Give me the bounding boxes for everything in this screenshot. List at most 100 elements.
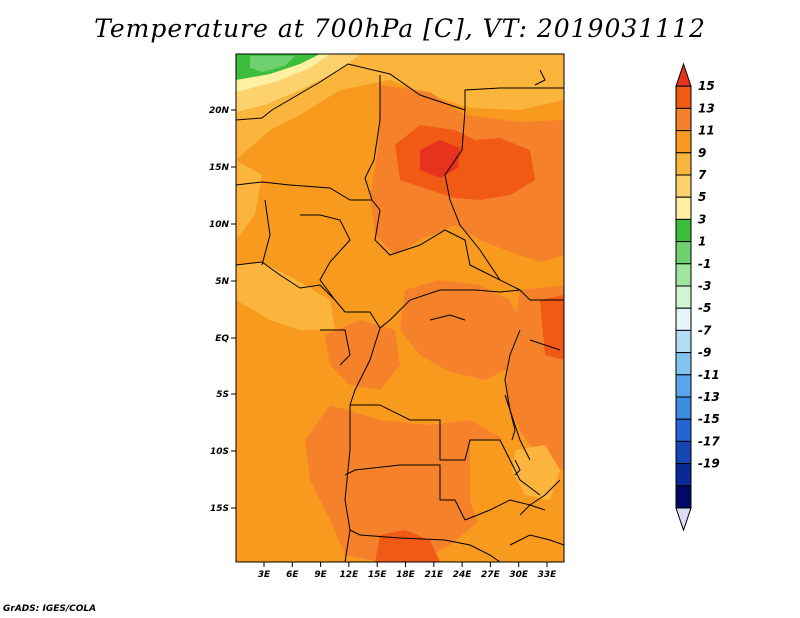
colorbar-label: -19 [698,457,720,471]
colorbar-segment [675,440,692,465]
colorbar-segment [675,218,692,243]
lat-label: 15S [210,504,229,514]
colorbar-label: 1 [698,235,706,249]
colorbar-segment [675,152,692,176]
lat-label: EQ [215,334,229,344]
colorbar-bottom-arrow [675,507,692,532]
border-line [300,214,351,301]
field-m1c-northwest [250,56,295,72]
border-line [529,339,561,351]
colorbar-label: -17 [698,434,720,448]
colorbar-label: 5 [698,190,706,204]
map-frame [235,53,565,563]
field-13c-east [540,295,564,360]
colorbar-label: -7 [698,323,712,337]
colorbar-top-arrow [675,62,692,87]
longitude-axis: 3E 6E 9E 12E 15E 18E 21E 24E 27E 30E 33E [258,562,557,580]
temperature-field [236,54,564,562]
colorbar-segment [675,374,692,398]
colorbar-segment [675,329,692,354]
colorbar-segment [675,85,692,109]
colorbar-segment [675,307,692,331]
colorbar-label: -13 [698,390,720,404]
border-line [344,405,351,562]
field-7c-gulf [236,262,335,330]
colorbar-label: 7 [698,168,707,182]
colorbar-label: -15 [698,412,720,426]
border-line [334,289,521,329]
field-7c-east [470,54,564,90]
map-title: Temperature at 700hPa [C], VT: 201903111… [94,14,706,43]
river-outline [429,314,466,321]
border-line [350,404,511,461]
border-line [320,329,351,366]
colorbar: 15 13 11 9 7 5 3 1 -1 -3 -5 -7 -9 -11 -13 -15 -17 -19 [675,62,720,532]
lon-label: 12E [340,570,360,580]
colorbar-segment [675,396,692,420]
lat-label: 10S [210,447,229,457]
lat-label: 15N [209,163,230,173]
lon-label: 15E [368,570,388,580]
border-line [344,464,466,521]
border-line [364,75,381,211]
grads-credit: GrADS: IGES/COLA [3,604,97,614]
colorbar-label: 3 [698,212,706,226]
field-11c-congo-west [325,320,400,390]
field-7c-west [236,160,262,240]
border-line [504,329,531,461]
lake-outline [504,394,516,441]
lon-label: 6E [286,570,299,580]
border-line [509,534,564,546]
lon-label: 21E [424,570,444,580]
colorbar-label: 13 [698,101,715,115]
colorbar-segment [675,418,692,442]
colorbar-segment [675,352,692,376]
colorbar-label: -11 [698,368,720,382]
colorbar-segment [675,174,692,198]
colorbar-segment [675,130,692,154]
border-line [509,459,541,496]
border-line [464,479,561,521]
lon-label: 3E [258,570,271,580]
lake-outline [519,504,546,516]
colorbar-label: -3 [698,279,711,293]
colorbar-segment [675,241,692,265]
country-borders [236,63,564,562]
latitude-axis: 20N 15N 10N 5N EQ 5S 10S 15S [209,106,236,514]
colorbar-label: -9 [698,346,711,360]
border-line [519,289,564,301]
lat-label: 5N [215,277,229,287]
field-11c-congo-north [400,280,525,380]
lon-label: 33E [538,570,558,580]
lon-label: 30E [509,570,529,580]
colorbar-segment [675,196,692,220]
colorbar-segment [675,285,692,309]
colorbar-label: -1 [698,257,711,271]
colorbar-segment [675,107,692,132]
lake-outline [514,459,521,476]
lat-label: 10N [209,220,230,230]
border-line [236,63,564,121]
lon-label: 27E [481,570,501,580]
border-line [236,181,372,201]
border-line [236,261,336,301]
colorbar-label: 11 [698,124,715,138]
field-7c-southeast [512,445,560,500]
colorbar-segment [675,463,692,487]
colorbar-segment [675,485,692,509]
field-13c-chad [395,125,535,200]
colorbar-label: 9 [698,146,706,160]
border-line [444,109,501,281]
lon-label: 9E [314,570,327,580]
border-line [349,327,381,406]
lon-label: 18E [396,570,416,580]
colorbar-segment [675,263,692,287]
lat-label: 20N [209,106,230,116]
colorbar-label: 15 [698,79,715,93]
field-13c-south [375,530,440,562]
lon-label: 24E [453,570,473,580]
border-line [261,199,271,266]
border-line [349,529,501,562]
river-outline [534,69,546,86]
